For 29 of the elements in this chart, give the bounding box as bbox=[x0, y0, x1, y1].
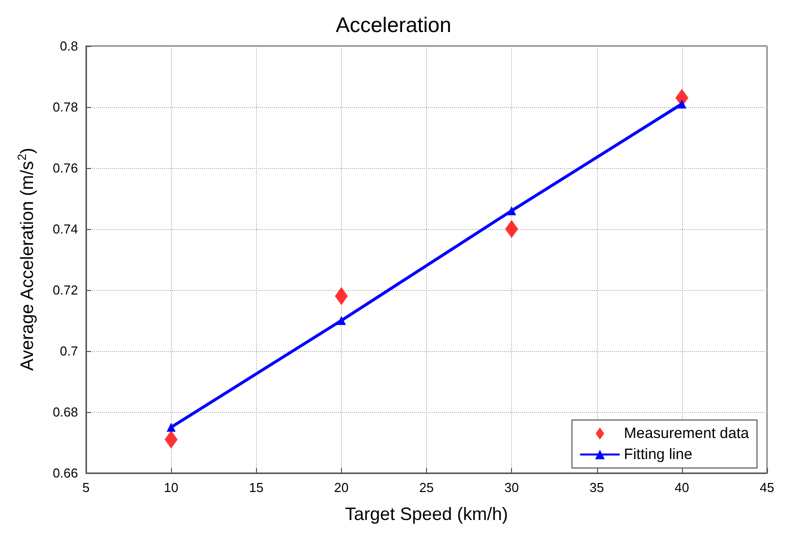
y-tick-label: 0.72 bbox=[52, 282, 78, 298]
y-tick-label: 0.78 bbox=[52, 100, 78, 114]
x-tick-label: 15 bbox=[249, 480, 264, 495]
x-axis-title: Target Speed (km/h) bbox=[344, 504, 508, 524]
x-tick-label: 20 bbox=[334, 480, 349, 495]
chart-title: Acceleration bbox=[336, 14, 452, 37]
point bbox=[507, 206, 516, 216]
legend-label: Measurement data bbox=[624, 425, 750, 442]
point bbox=[334, 287, 348, 306]
y-tick-label: 0.74 bbox=[52, 222, 78, 236]
y-tick-label: 0.68 bbox=[52, 404, 78, 420]
y-axis-title: Average Acceleration (m/s2) bbox=[15, 148, 37, 371]
x-tick-label: 30 bbox=[504, 480, 519, 495]
y-tick-label: 0.8 bbox=[60, 38, 78, 54]
x-tick-label: 45 bbox=[760, 480, 774, 495]
point bbox=[166, 422, 176, 432]
x-tick-label: 35 bbox=[590, 480, 604, 495]
x-tick-label: 25 bbox=[419, 480, 434, 495]
y-tick-label: 0.76 bbox=[52, 160, 78, 176]
x-tick-label: 5 bbox=[82, 480, 90, 495]
point bbox=[505, 220, 518, 238]
legend-label: Fitting line bbox=[624, 446, 692, 463]
x-tick-label: 10 bbox=[164, 480, 178, 495]
y-tick-label: 0.66 bbox=[52, 466, 78, 480]
x-tick-label: 40 bbox=[674, 480, 690, 495]
point bbox=[336, 316, 346, 325]
point bbox=[164, 430, 178, 448]
point bbox=[677, 99, 686, 108]
y-tick-label: 0.7 bbox=[60, 344, 78, 358]
